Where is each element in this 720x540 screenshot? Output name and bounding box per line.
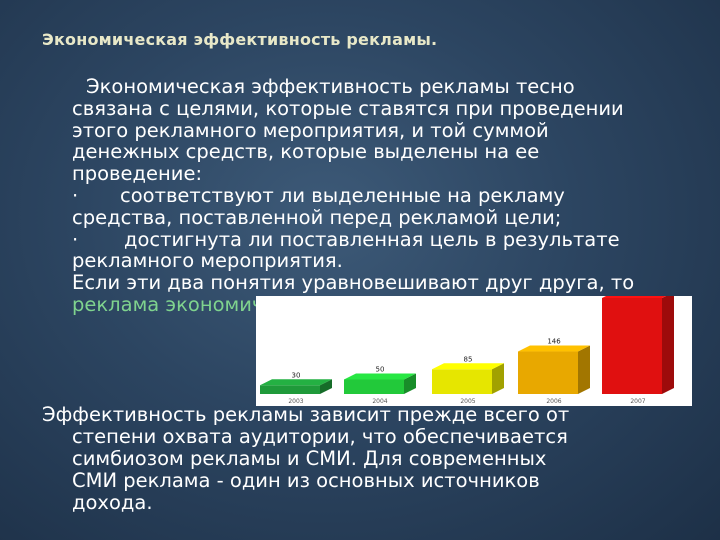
x-tick-label: 2003	[288, 398, 303, 405]
intro-paragraph: Экономическая эффективность рекламы тесн…	[72, 76, 702, 316]
data-label: 85	[464, 355, 473, 363]
chart-bar	[518, 351, 578, 394]
bullet-text: соответствуют ли выделенные на рекламу	[120, 183, 565, 207]
effectiveness-paragraph: Эффективность рекламы зависит прежде все…	[42, 404, 692, 514]
slide-title: Экономическая эффективность рекламы.	[42, 30, 438, 49]
intro-line: Экономическая эффективность рекламы тесн…	[86, 75, 575, 98]
data-label: 50	[376, 365, 385, 373]
chart-bar-top	[260, 379, 332, 386]
chart-bar-side	[320, 379, 332, 394]
bullet-continuation: рекламного мероприятия.	[72, 249, 343, 273]
chart-bar-top	[518, 345, 590, 352]
paragraph-line: СМИ реклама - один из основных источнико…	[72, 469, 540, 492]
chart-bar-top	[602, 296, 666, 298]
data-label: 146	[547, 338, 561, 346]
chart-bar	[260, 385, 320, 394]
paragraph-line: Эффективность рекламы зависит прежде все…	[42, 403, 570, 426]
chart-bar	[602, 298, 662, 394]
paragraph-line: симбиозом рекламы и СМИ. Для современных	[72, 447, 547, 470]
chart-bar-side	[662, 296, 674, 394]
x-tick-label: 2007	[630, 398, 645, 405]
intro-line: этого рекламного мероприятия, и той сумм…	[72, 118, 549, 142]
bullet-marker: ·	[72, 183, 79, 207]
chart-bar-side	[404, 373, 416, 394]
intro-line: проведение:	[72, 162, 203, 186]
x-tick-label: 2004	[372, 398, 387, 405]
data-label: 30	[292, 371, 301, 379]
chart-bar-side	[578, 345, 590, 394]
x-tick-label: 2005	[460, 398, 475, 405]
conclusion-line: Если эти два понятия уравновешивают друг…	[72, 271, 635, 295]
bullet-item: · достигнута ли поставленная цель в резул…	[72, 227, 702, 251]
bullet-continuation: средства, поставленной перед рекламой це…	[72, 205, 562, 229]
chart-bar	[432, 369, 492, 394]
paragraph-line: степени охвата аудитории, что обеспечива…	[72, 425, 568, 448]
x-tick-label: 2006	[546, 398, 561, 405]
intro-line: связана с целями, которые ставятся при п…	[72, 96, 624, 120]
bar-chart: 30200350200485200514620063302007	[256, 296, 692, 406]
bullet-text: достигнута ли поставленная цель в резуль…	[124, 227, 620, 251]
paragraph-line: дохода.	[72, 491, 153, 514]
chart-bar	[344, 379, 404, 394]
bullet-item: · соответствуют ли выделенные на рекламу	[72, 185, 702, 207]
chart-bar-side	[492, 363, 504, 394]
chart-bar-top	[344, 373, 416, 380]
chart-bar-top	[432, 363, 504, 370]
bullet-marker: ·	[72, 227, 79, 251]
intro-line: денежных средств, которые выделены на ее	[72, 140, 540, 164]
